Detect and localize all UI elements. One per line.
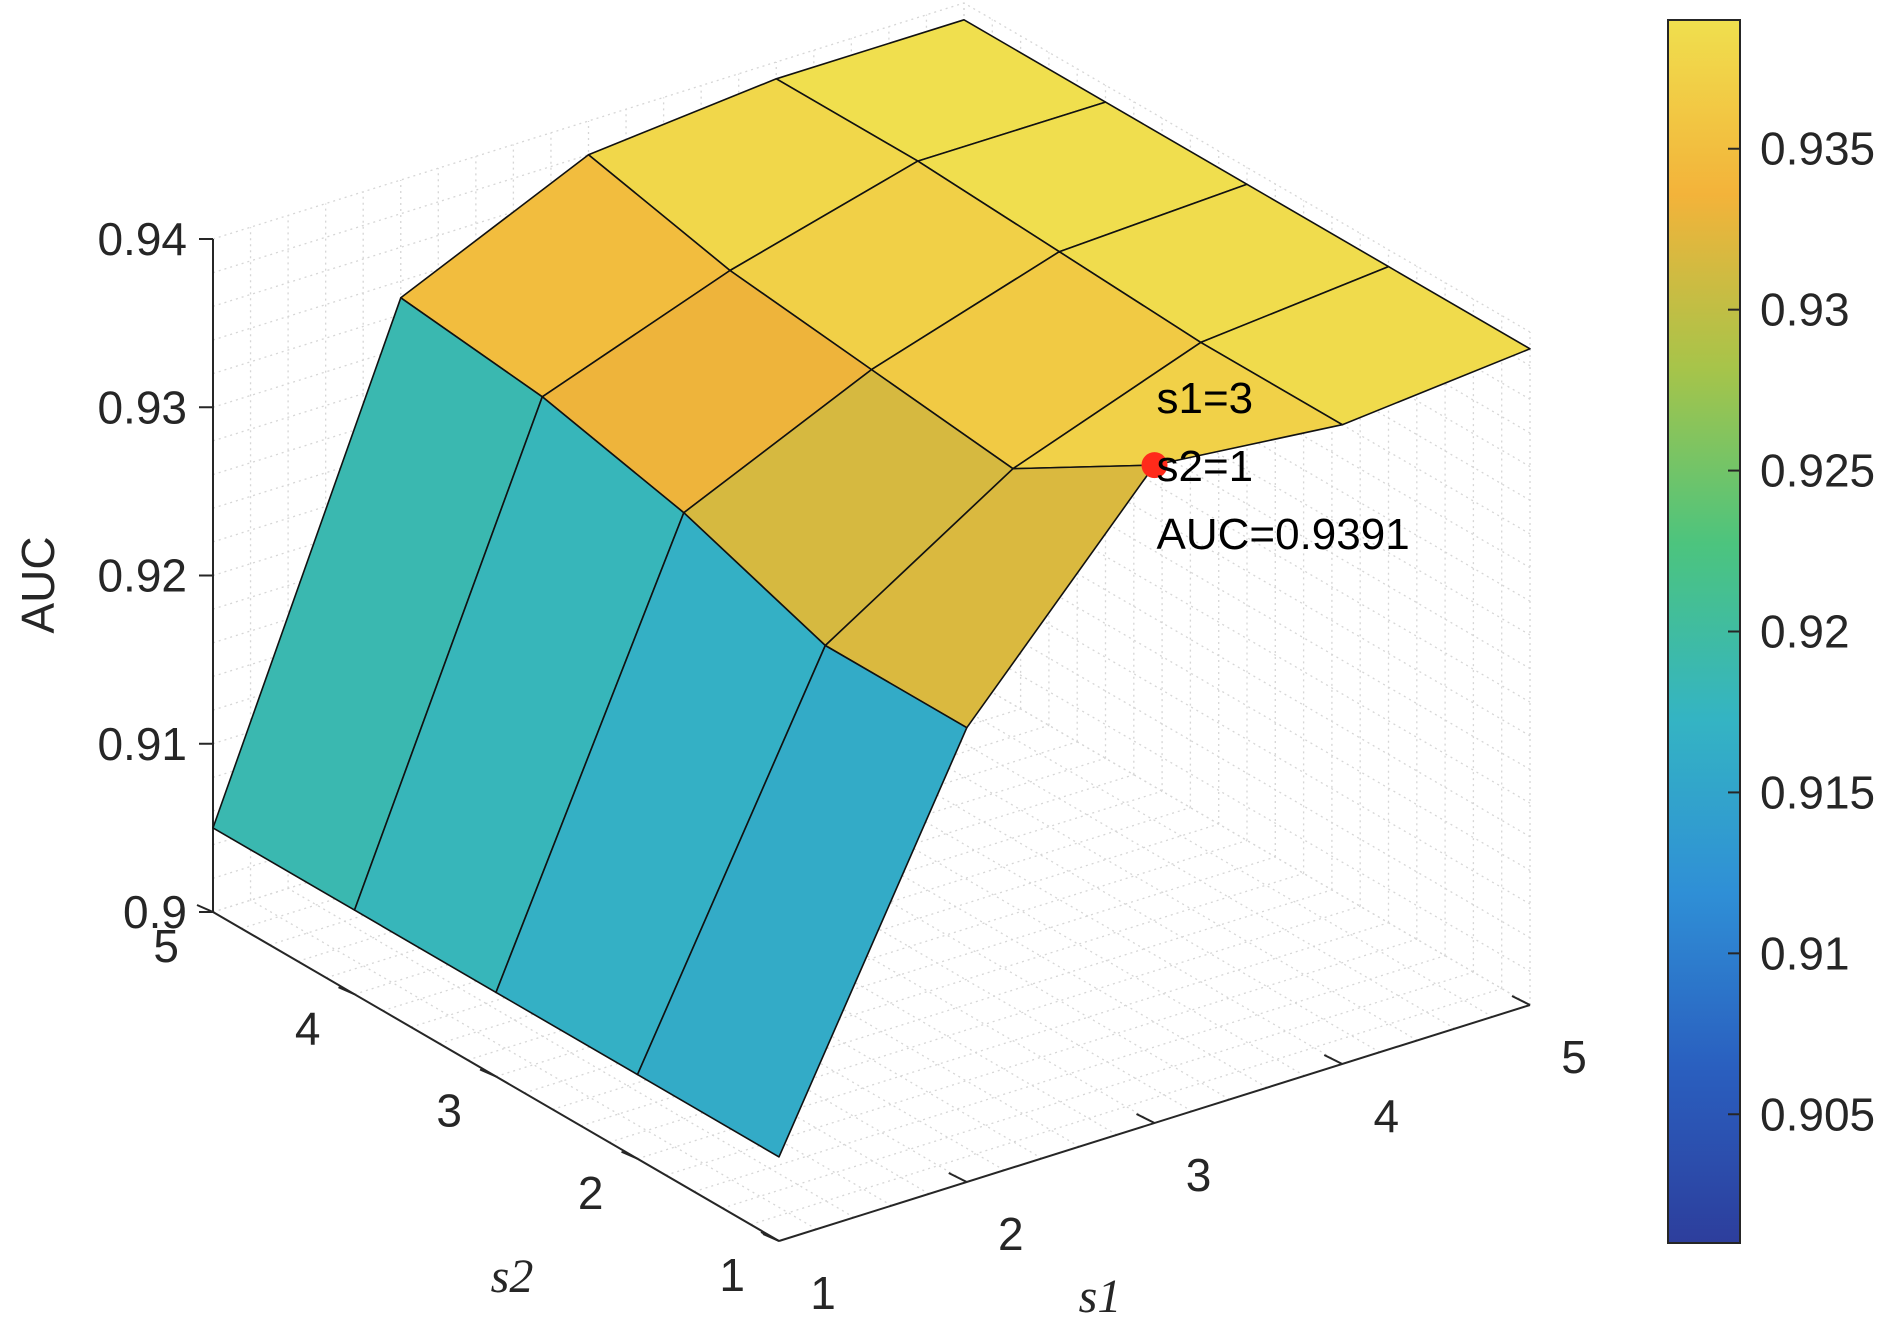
z-tick-label: 0.91 — [97, 718, 187, 770]
s2-tick-label: 3 — [436, 1085, 462, 1137]
annotation-line: AUC=0.9391 — [1157, 510, 1410, 559]
s1-tick-mark — [1511, 995, 1531, 1006]
s2-tick-mark — [196, 904, 214, 913]
grid-line — [437, 840, 1005, 1171]
grid-line — [362, 864, 930, 1195]
s1-axis-title: s1 — [1079, 1270, 1122, 1323]
colorbar-tick-label: 0.905 — [1760, 1088, 1875, 1140]
z-tick-label: 0.92 — [97, 550, 187, 602]
annotation-line: s1=3 — [1157, 374, 1254, 423]
z-tick-label: 0.93 — [97, 381, 187, 433]
grid-line — [325, 876, 892, 1207]
annotation-line: s2=1 — [1157, 442, 1254, 491]
grid-line — [663, 769, 1230, 1100]
grid-line — [475, 828, 1043, 1159]
colorbar-tick-label: 0.91 — [1760, 927, 1850, 979]
grid-line — [625, 781, 1193, 1112]
grid-line — [813, 722, 1381, 1053]
grid-line — [926, 687, 1493, 1018]
colorbar-tick-label: 0.93 — [1760, 284, 1850, 336]
s2-tick-mark — [621, 1150, 638, 1160]
grid-line — [738, 746, 1306, 1077]
s1-tick-mark — [1136, 1113, 1155, 1124]
colorbar-tick-label: 0.915 — [1760, 766, 1875, 818]
s1-tick-mark — [1323, 1054, 1343, 1065]
grid-line — [212, 2, 1531, 333]
s1-tick-label: 5 — [1561, 1031, 1587, 1083]
colorbar-tick-label: 0.935 — [1760, 123, 1875, 175]
s2-tick-label: 1 — [719, 1249, 745, 1301]
s1-tick-mark — [948, 1172, 968, 1183]
s1-tick-label: 1 — [810, 1267, 836, 1319]
grid-line — [550, 805, 1118, 1136]
grid-line — [888, 699, 1456, 1030]
colorbar-tick-label: 0.92 — [1760, 606, 1850, 658]
grid-line — [513, 817, 1080, 1148]
surface-mesh — [212, 18, 1531, 1158]
grid-line — [250, 899, 817, 1230]
s1-tick-label: 3 — [1186, 1149, 1212, 1201]
s2-tick-label: 4 — [295, 1002, 321, 1054]
colorbar: 0.905 0.91 0.915 0.92 0.925 0.93 0.935 — [1667, 19, 1875, 1244]
peak-marker — [1141, 452, 1168, 479]
s2-tick-mark — [338, 986, 355, 996]
s1-tick-label: 2 — [998, 1208, 1024, 1260]
grid-line — [287, 887, 855, 1218]
s2-axis-title: s2 — [491, 1250, 534, 1303]
grid-line — [775, 734, 1343, 1065]
colorbar-tick-label: 0.925 — [1760, 445, 1875, 497]
z-tick-label: 0.94 — [97, 213, 187, 265]
s1-tick-mark — [760, 1231, 780, 1242]
surface-face — [636, 644, 968, 1158]
s2-tick-label: 2 — [578, 1167, 604, 1219]
tick-labels: 0.9 0.91 0.92 0.93 0.94 1 2 3 4 5 1 2 3 4 5 AUC s2 s1 — [12, 213, 1587, 1323]
grid-line — [588, 793, 1155, 1124]
s2-tick-mark — [479, 1068, 497, 1078]
grid-line — [400, 852, 968, 1183]
annotation: s1=3 s2=1 AUC=0.9391 — [1141, 374, 1410, 559]
grid-line — [700, 758, 1268, 1089]
z-tick-label: 0.9 — [123, 886, 187, 938]
grid-line — [851, 710, 1418, 1041]
s1-tick-label: 4 — [1373, 1090, 1399, 1142]
s2-tick-label: 5 — [153, 920, 179, 972]
z-axis-title: AUC — [12, 536, 64, 633]
